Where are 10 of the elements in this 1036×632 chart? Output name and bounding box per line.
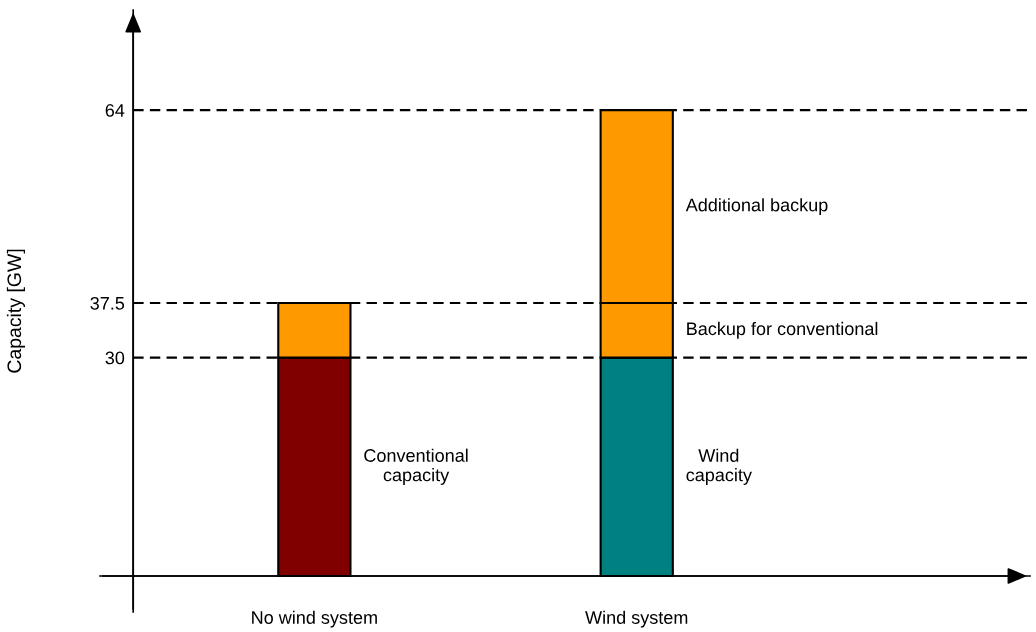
series-label: Backup for conventional <box>687 321 878 339</box>
series-label: Conventional capacity <box>364 448 468 485</box>
y-tick-label: 30 <box>105 351 125 365</box>
series-label: Wind capacity <box>686 448 752 485</box>
x-tick-label: No wind system <box>252 610 377 628</box>
y-tick-label: 37.5 <box>90 296 125 310</box>
y-tick-label: 64 <box>105 104 125 117</box>
y-axis-title: Capacity [GW] <box>6 249 25 373</box>
series-label: Additional backup <box>685 198 828 215</box>
x-tick-label: Wind system <box>585 610 688 628</box>
